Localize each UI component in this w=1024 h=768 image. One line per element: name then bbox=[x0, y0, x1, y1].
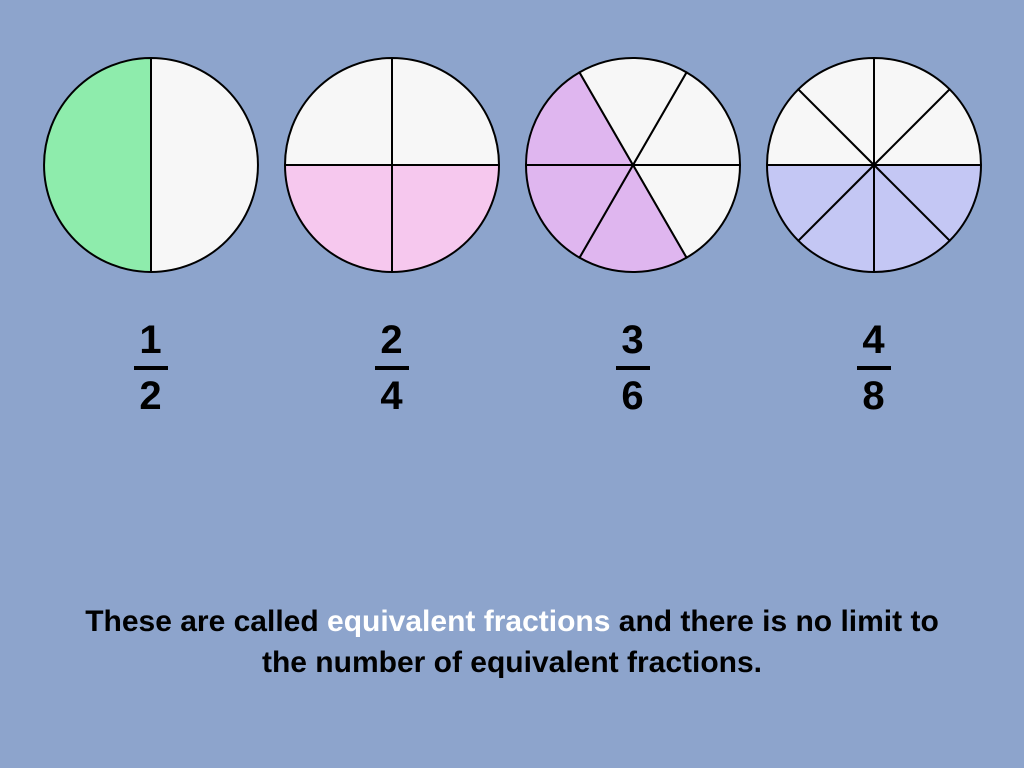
pie-slice bbox=[285, 165, 392, 272]
pie-slice bbox=[392, 58, 499, 165]
caption-text: These are called equivalent fractions an… bbox=[0, 602, 1024, 683]
fraction-label: 24 bbox=[375, 320, 409, 416]
pie-slice bbox=[285, 58, 392, 165]
fraction-label: 12 bbox=[134, 320, 168, 416]
fraction-circle bbox=[41, 55, 261, 275]
fraction-denominator: 2 bbox=[139, 376, 161, 416]
fraction-label: 36 bbox=[616, 320, 650, 416]
fraction-numerator: 2 bbox=[380, 320, 402, 360]
fraction-denominator: 6 bbox=[621, 376, 643, 416]
fraction-label: 48 bbox=[857, 320, 891, 416]
fraction-item: 12 bbox=[38, 55, 263, 416]
fraction-item: 24 bbox=[279, 55, 504, 416]
pie-slice bbox=[151, 58, 258, 272]
fraction-item: 48 bbox=[761, 55, 986, 416]
fraction-bar bbox=[375, 366, 409, 370]
fraction-circle bbox=[764, 55, 984, 275]
pie-slice bbox=[44, 58, 151, 272]
caption-pre: These are called bbox=[85, 605, 327, 638]
fraction-numerator: 1 bbox=[139, 320, 161, 360]
fraction-bar bbox=[616, 366, 650, 370]
fraction-numerator: 3 bbox=[621, 320, 643, 360]
fraction-bar bbox=[134, 366, 168, 370]
fraction-circle bbox=[282, 55, 502, 275]
fraction-denominator: 4 bbox=[380, 376, 402, 416]
fraction-circle bbox=[523, 55, 743, 275]
fraction-denominator: 8 bbox=[862, 376, 884, 416]
fraction-item: 36 bbox=[520, 55, 745, 416]
pie-slice bbox=[392, 165, 499, 272]
fraction-bar bbox=[857, 366, 891, 370]
circles-row: 12243648 bbox=[0, 0, 1024, 416]
fraction-numerator: 4 bbox=[862, 320, 884, 360]
caption-highlight: equivalent fractions bbox=[327, 605, 610, 638]
